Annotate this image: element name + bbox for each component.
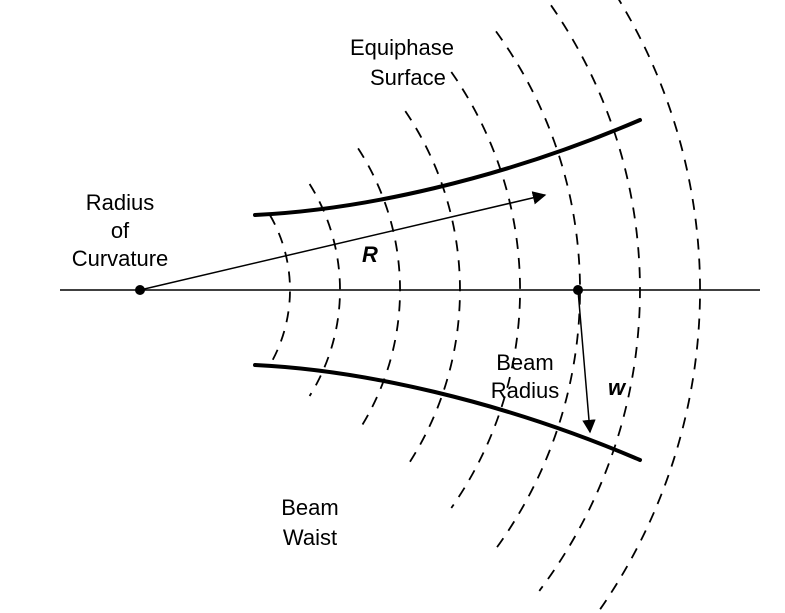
- label-equiphase-l1: Equiphase: [350, 35, 454, 60]
- label-waist-l1: Beam: [281, 495, 338, 520]
- label-roc-l3: Curvature: [72, 246, 169, 271]
- label-waist-l2: Waist: [283, 525, 337, 550]
- label-roc-l2: of: [111, 218, 130, 243]
- label-w: w: [608, 375, 627, 400]
- label-roc-l1: Radius: [86, 190, 154, 215]
- label-radius-l1: Beam: [496, 350, 553, 375]
- equiphase-arc: [539, 0, 640, 591]
- label-equiphase-l2: Surface: [370, 65, 446, 90]
- equiphase-arc: [581, 0, 700, 613]
- beam-envelope-upper: [255, 120, 640, 215]
- radius-of-curvature-arrow: [140, 195, 545, 290]
- label-radius-l2: Radius: [491, 378, 559, 403]
- label-R: R: [362, 242, 378, 267]
- beam-radius-arrow: [578, 290, 590, 432]
